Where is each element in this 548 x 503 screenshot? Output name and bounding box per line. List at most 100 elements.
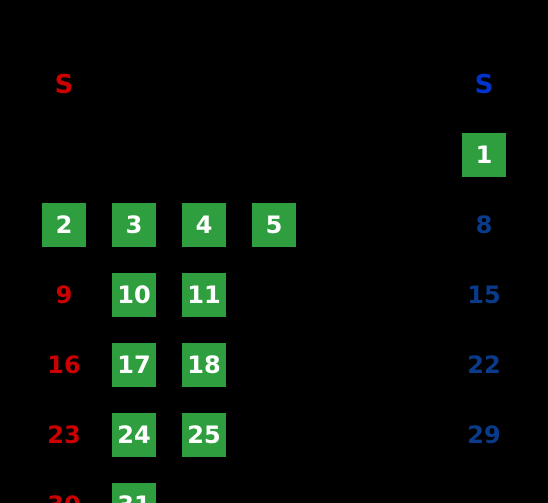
day-cell[interactable]: 30 [29, 470, 99, 503]
day-cell[interactable] [169, 470, 239, 503]
day-cell[interactable]: 25 [169, 400, 239, 470]
highlight-box: 4 [182, 203, 226, 247]
day-cell[interactable]: 24 [99, 400, 169, 470]
day-number: 26 [257, 421, 290, 449]
day-cell[interactable] [379, 120, 449, 190]
day-number: 3 [126, 211, 143, 239]
day-number: 25 [187, 421, 220, 449]
day-cell[interactable]: 6 [309, 190, 379, 260]
day-cell[interactable]: 5 [239, 190, 309, 260]
day-number: 5 [266, 211, 283, 239]
calendar-widget: S M T W T F S 1 [0, 0, 548, 503]
day-cell[interactable]: 20 [309, 330, 379, 400]
highlight-box: 31 [112, 483, 156, 503]
day-number: 16 [47, 351, 80, 379]
day-cell[interactable]: 31 [99, 470, 169, 503]
day-cell[interactable]: 19 [239, 330, 309, 400]
day-number: 28 [397, 421, 430, 449]
day-number: 17 [117, 351, 150, 379]
day-cell[interactable] [239, 120, 309, 190]
day-number: 1 [476, 141, 493, 169]
day-number: 21 [397, 351, 430, 379]
highlight-box: 10 [112, 273, 156, 317]
day-cell[interactable]: 26 [239, 400, 309, 470]
day-number: 11 [187, 281, 220, 309]
calendar-grid: S M T W T F S 1 [0, 50, 548, 503]
day-cell[interactable]: 15 [449, 260, 519, 330]
day-number: 10 [117, 281, 150, 309]
highlight-box: 5 [252, 203, 296, 247]
highlight-box: 11 [182, 273, 226, 317]
highlight-box: 2 [42, 203, 86, 247]
day-number: 12 [257, 281, 290, 309]
day-cell[interactable]: 29 [449, 400, 519, 470]
day-cell[interactable]: 7 [379, 190, 449, 260]
day-cell[interactable] [309, 470, 379, 503]
day-number: 14 [397, 281, 430, 309]
day-cell[interactable]: 8 [449, 190, 519, 260]
weekday-header-fri: F [379, 50, 449, 120]
day-cell[interactable] [29, 120, 99, 190]
day-cell[interactable]: 23 [29, 400, 99, 470]
day-cell[interactable]: 28 [379, 400, 449, 470]
day-cell[interactable] [239, 470, 309, 503]
day-cell[interactable]: 14 [379, 260, 449, 330]
day-cell[interactable] [309, 120, 379, 190]
day-cell[interactable]: 2 [29, 190, 99, 260]
day-cell[interactable]: 21 [379, 330, 449, 400]
day-number: 7 [406, 211, 423, 239]
day-cell[interactable]: 12 [239, 260, 309, 330]
weekday-header-tue: T [169, 50, 239, 120]
day-number: 27 [327, 421, 360, 449]
day-number: 23 [47, 421, 80, 449]
day-number: 18 [187, 351, 220, 379]
day-cell[interactable] [379, 470, 449, 503]
day-number: 30 [47, 491, 80, 503]
day-cell[interactable]: 16 [29, 330, 99, 400]
weekday-label: M [121, 70, 147, 100]
day-number: 22 [467, 351, 500, 379]
weekday-label: S [55, 70, 74, 100]
day-number: 15 [467, 281, 500, 309]
day-cell[interactable]: 17 [99, 330, 169, 400]
weekday-label: T [195, 70, 213, 100]
highlight-box: 25 [182, 413, 226, 457]
weekday-header-wed: W [239, 50, 309, 120]
day-number: 6 [336, 211, 353, 239]
weekday-header-sun: S [29, 50, 99, 120]
day-number: 4 [196, 211, 213, 239]
day-number: 20 [327, 351, 360, 379]
day-number: 2 [56, 211, 73, 239]
day-cell[interactable]: 3 [99, 190, 169, 260]
day-cell[interactable]: 9 [29, 260, 99, 330]
highlight-box: 3 [112, 203, 156, 247]
weekday-header-sat: S [449, 50, 519, 120]
day-cell[interactable]: 18 [169, 330, 239, 400]
day-cell[interactable]: 4 [169, 190, 239, 260]
day-cell[interactable]: 13 [309, 260, 379, 330]
day-number: 19 [257, 351, 290, 379]
day-cell[interactable]: 22 [449, 330, 519, 400]
day-cell[interactable] [99, 120, 169, 190]
highlight-box: 24 [112, 413, 156, 457]
highlight-box: 1 [462, 133, 506, 177]
day-cell[interactable]: 27 [309, 400, 379, 470]
day-number: 31 [117, 491, 150, 503]
day-cell[interactable]: 1 [449, 120, 519, 190]
day-number: 8 [476, 211, 493, 239]
day-number: 9 [56, 281, 73, 309]
weekday-header-mon: M [99, 50, 169, 120]
weekday-label: T [335, 70, 353, 100]
day-cell[interactable]: 10 [99, 260, 169, 330]
day-number: 13 [327, 281, 360, 309]
highlight-box: 17 [112, 343, 156, 387]
day-number: 24 [117, 421, 150, 449]
weekday-label: W [260, 70, 289, 100]
day-cell[interactable]: 11 [169, 260, 239, 330]
day-cell[interactable] [449, 470, 519, 503]
weekday-label: S [475, 70, 494, 100]
day-number: 29 [467, 421, 500, 449]
day-cell[interactable] [169, 120, 239, 190]
weekday-label: F [405, 70, 423, 100]
weekday-header-thu: T [309, 50, 379, 120]
